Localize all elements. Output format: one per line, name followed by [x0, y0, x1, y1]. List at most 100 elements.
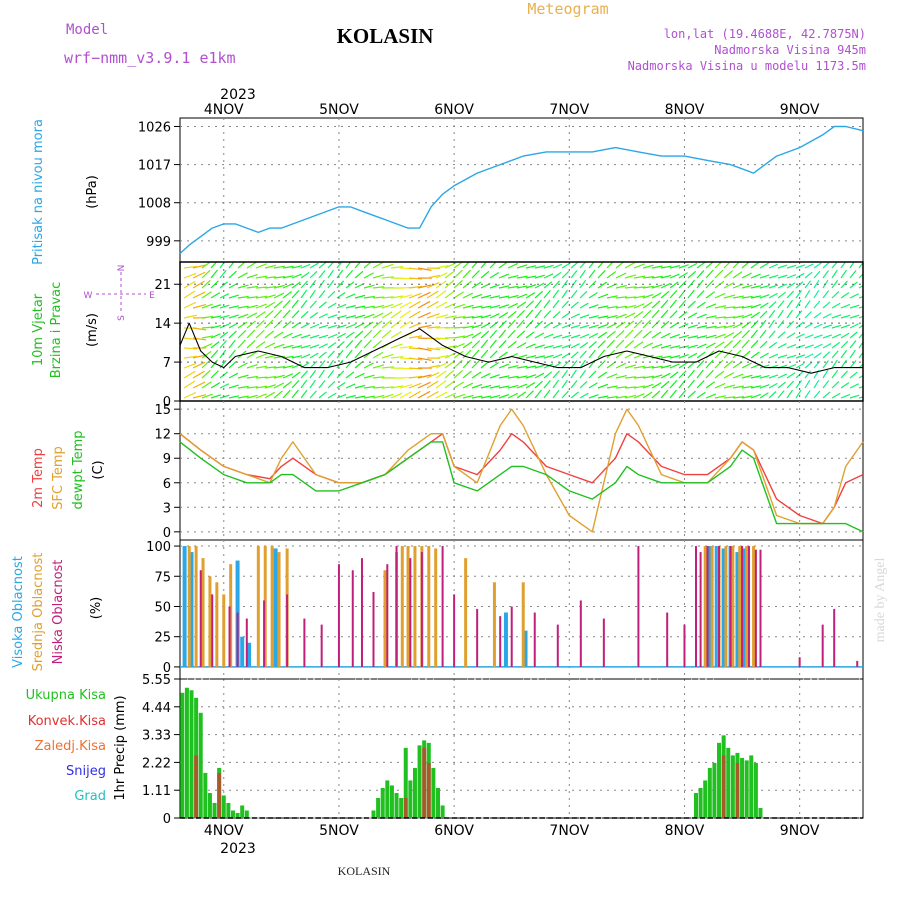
wind-arrow — [732, 396, 745, 399]
wind-arrow — [750, 273, 761, 279]
cloud-bar-mid — [263, 546, 267, 667]
wind-arrow — [327, 369, 335, 379]
day-label-top: 4NOV — [204, 102, 244, 118]
precip-bar-total — [753, 762, 758, 818]
wind-arrow — [597, 331, 608, 339]
wind-arrow — [318, 351, 327, 359]
wind-arrow — [813, 300, 821, 309]
wind-arrow — [210, 280, 219, 289]
wind-arrow — [669, 379, 678, 389]
wind-arrow — [597, 323, 609, 329]
wind-arrow — [264, 330, 275, 339]
wind-arrow — [687, 270, 697, 279]
wind-arrow — [849, 270, 857, 279]
wind-arrow — [849, 371, 858, 379]
cloud-bar-high — [247, 642, 252, 667]
wind-arrow — [390, 330, 402, 339]
wind-arrow — [462, 382, 474, 389]
wind-arrow — [552, 299, 560, 309]
temp-panel: 0 3 6 9 12 15 2m Temp SFC Temp dewpt Temp (C) — [31, 400, 864, 541]
precip-bar-conv — [217, 772, 222, 818]
wind-arrow — [777, 373, 787, 379]
product-label: Meteogram — [527, 0, 608, 18]
wind-arrow — [696, 369, 704, 379]
wind-arrow — [372, 320, 383, 329]
wind-arrow — [453, 269, 463, 279]
wind-arrow — [282, 332, 293, 339]
wind-arrow — [264, 319, 274, 329]
wind-arrow — [687, 289, 695, 299]
cloud-bar-low — [718, 546, 721, 667]
wind-arrow — [813, 279, 820, 289]
wind-arrow — [327, 269, 334, 279]
wind-arrow — [363, 385, 375, 389]
wind-arrow — [363, 362, 374, 369]
wind-ticks: 0 7 14 21 — [154, 278, 180, 410]
wind-arrow — [273, 374, 285, 379]
wind-arrow — [336, 314, 347, 319]
wind-arrow — [498, 339, 507, 349]
precip-bar-total — [712, 762, 717, 818]
wind-arrow — [741, 272, 752, 279]
wind-arrow — [606, 373, 618, 379]
wind-arrow — [579, 269, 586, 279]
wind-arrow — [381, 296, 394, 299]
pressure-label: Pritisak na nivou mora — [31, 119, 46, 265]
wind-arrow — [543, 389, 551, 399]
wind-arrow — [804, 344, 814, 349]
wind-arrow — [786, 309, 794, 319]
wind-arrow — [534, 332, 545, 339]
wind-arrow — [642, 319, 651, 329]
wind-arrow — [282, 265, 294, 269]
wind-arrow — [444, 380, 455, 389]
wind-arrow — [570, 380, 578, 389]
wind-arrow — [561, 334, 572, 339]
wind-arrow — [633, 376, 646, 379]
wind-arrow — [471, 305, 483, 309]
cloud-bar-mid — [277, 552, 281, 667]
wind-arrow — [291, 371, 301, 379]
wind-arrow — [732, 361, 743, 369]
wind-arrow — [678, 323, 689, 329]
wind-arrow — [777, 381, 786, 389]
wind-arrow — [480, 349, 489, 359]
wind-arrow — [723, 340, 734, 349]
model-name: wrf−nmm_v3.9.1 e1km — [64, 49, 236, 67]
wind-arrow — [264, 286, 277, 289]
wind-arrow — [651, 292, 662, 299]
tick-label: 100 — [146, 540, 171, 555]
wind-arrow — [543, 344, 554, 349]
wind-arrow — [183, 290, 196, 299]
wind-arrow — [831, 341, 841, 349]
wind-arrow — [318, 380, 326, 389]
wind-arrow — [723, 262, 731, 269]
wind-arrow — [642, 264, 654, 269]
wind-arrow — [822, 360, 829, 369]
cloud-bar-low — [337, 564, 340, 667]
precip-bar-total — [394, 792, 399, 818]
wind-arrow — [534, 309, 542, 319]
cloud-bar-mid — [222, 594, 226, 667]
tick-label: 9 — [163, 452, 171, 467]
wind-arrow — [813, 334, 823, 339]
precip-bar-total — [184, 687, 189, 818]
wind-arrow — [489, 362, 500, 369]
wind-arrow — [516, 309, 525, 319]
wind-arrow — [660, 355, 672, 359]
wind-arrow — [525, 331, 535, 339]
cloud-bar-high — [182, 546, 187, 667]
wind-arrow — [777, 390, 785, 399]
wind-arrow — [768, 330, 776, 339]
wind-arrow — [678, 334, 690, 339]
wind-arrow — [705, 269, 714, 279]
wind-arrow — [669, 345, 681, 349]
precip-frame — [179, 678, 864, 819]
wind-arrow — [759, 319, 767, 329]
wind-arrow — [660, 309, 669, 319]
wind-arrow — [543, 264, 554, 269]
wind-arrow — [741, 374, 753, 379]
wind-arrow — [246, 320, 256, 329]
wind-arrow — [417, 374, 432, 379]
wind-arrow — [264, 276, 277, 279]
wind-arrow — [408, 375, 423, 379]
